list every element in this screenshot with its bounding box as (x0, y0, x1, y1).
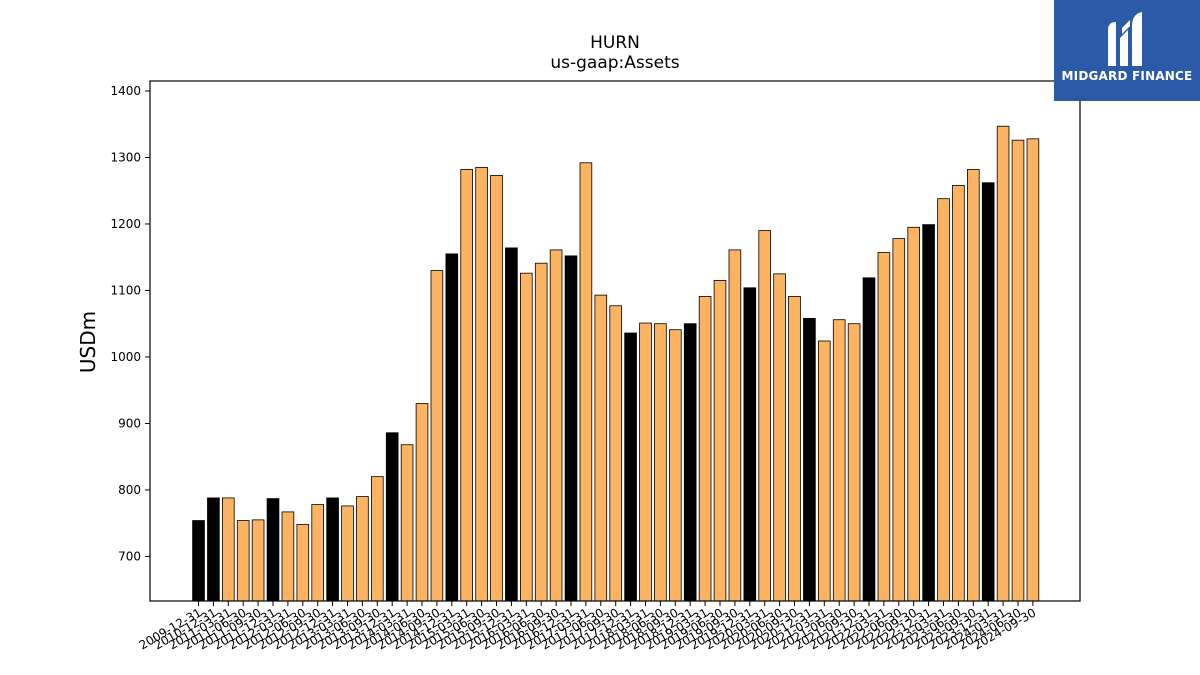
bar-2011-09-30 (251, 519, 265, 602)
bar-2018-06-30 (654, 323, 667, 602)
bar-2014-06-30 (415, 403, 429, 602)
bar-2024-09-30 (1026, 138, 1040, 602)
y-axis: 700 800 900 1000 1100 1200 1300 1400 (110, 84, 150, 563)
midgard-finance-logo: MIDGARD FINANCE (1054, 0, 1200, 101)
bar-2018-03-31 (639, 322, 652, 602)
chart-title: HURN (590, 33, 640, 53)
y-axis-label: USDm (76, 311, 100, 373)
bar-2024-03-31 (996, 125, 1010, 602)
bar-2020-03-31 (758, 230, 771, 602)
y-tick-label: 1400 (110, 84, 141, 98)
bar-2016-06-30 (534, 262, 548, 602)
bar-2011-12-31 (266, 498, 280, 602)
bar-2021-03-31 (818, 340, 831, 602)
bar-2018-12-31 (683, 323, 697, 602)
bar-2017-12-31 (624, 332, 637, 602)
bar-2016-12-31 (564, 255, 578, 602)
bar-2023-03-31 (937, 198, 950, 602)
y-tick-label: 1000 (110, 350, 141, 364)
bar-2015-12-31 (505, 247, 518, 602)
bar-2020-09-30 (788, 296, 801, 602)
y-tick-label: 1300 (110, 150, 141, 164)
bar-2019-06-30 (713, 280, 727, 602)
bar-2011-06-30 (236, 520, 250, 602)
bar-2015-09-30 (490, 175, 503, 602)
bar-2014-03-31 (400, 444, 414, 602)
y-tick-label: 1100 (110, 283, 141, 297)
bar-2010-12-31 (207, 497, 220, 602)
bar-2022-09-30 (907, 226, 920, 602)
bar-2020-06-30 (773, 273, 786, 602)
bar-2017-06-30 (594, 294, 608, 602)
bar-2012-09-30 (311, 504, 324, 602)
bar-2023-09-30 (967, 169, 980, 602)
y-tick-label: 800 (118, 483, 141, 497)
bar-2021-09-30 (847, 323, 861, 602)
bar-2023-06-30 (952, 184, 965, 602)
bar-2015-03-31 (460, 169, 473, 602)
bar-2022-06-30 (892, 238, 906, 602)
logo-text: MIDGARD FINANCE (1061, 69, 1193, 83)
bar-2013-06-30 (356, 496, 369, 602)
bar-2017-03-31 (579, 162, 593, 602)
bar-2019-12-31 (743, 287, 757, 602)
bar-2011-03-31 (221, 497, 235, 602)
bar-2018-09-30 (669, 329, 682, 602)
y-tick-label: 700 (118, 549, 141, 563)
bar-2023-12-31 (981, 182, 995, 602)
bar-2013-09-30 (370, 476, 384, 602)
bar-2024-06-30 (1011, 139, 1025, 602)
bar-2012-06-30 (296, 524, 310, 602)
y-tick-label: 900 (118, 416, 141, 430)
bar-2022-03-31 (877, 252, 891, 602)
bar-2014-12-31 (445, 253, 459, 602)
bar-2019-03-31 (698, 296, 712, 602)
x-axis: 2009-12-312010-12-312011-03-312011-06-30… (137, 601, 1038, 652)
y-tick-label: 1200 (110, 217, 141, 231)
bar-2019-09-30 (728, 249, 742, 602)
bar-2016-09-30 (549, 249, 563, 602)
bar-2015-06-30 (475, 167, 488, 602)
logo-mark-icon (1108, 12, 1142, 66)
bar-2017-09-30 (609, 305, 622, 602)
bar-2022-12-31 (922, 224, 935, 602)
bars-group (192, 125, 1040, 602)
bar-2013-12-31 (385, 432, 399, 602)
bar-2016-03-31 (520, 272, 533, 602)
bar-2021-12-31 (862, 277, 876, 602)
bar-2014-09-30 (430, 270, 444, 602)
bar-2020-12-31 (803, 317, 816, 602)
bar-2012-12-31 (326, 497, 339, 602)
bar-2021-06-30 (832, 319, 846, 602)
chart-subtitle: us-gaap:Assets (550, 53, 679, 73)
bar-2012-03-31 (281, 511, 295, 602)
bar-2013-03-31 (341, 505, 354, 602)
bar-2009-12-31 (192, 520, 205, 602)
plot-frame (149, 80, 1081, 602)
